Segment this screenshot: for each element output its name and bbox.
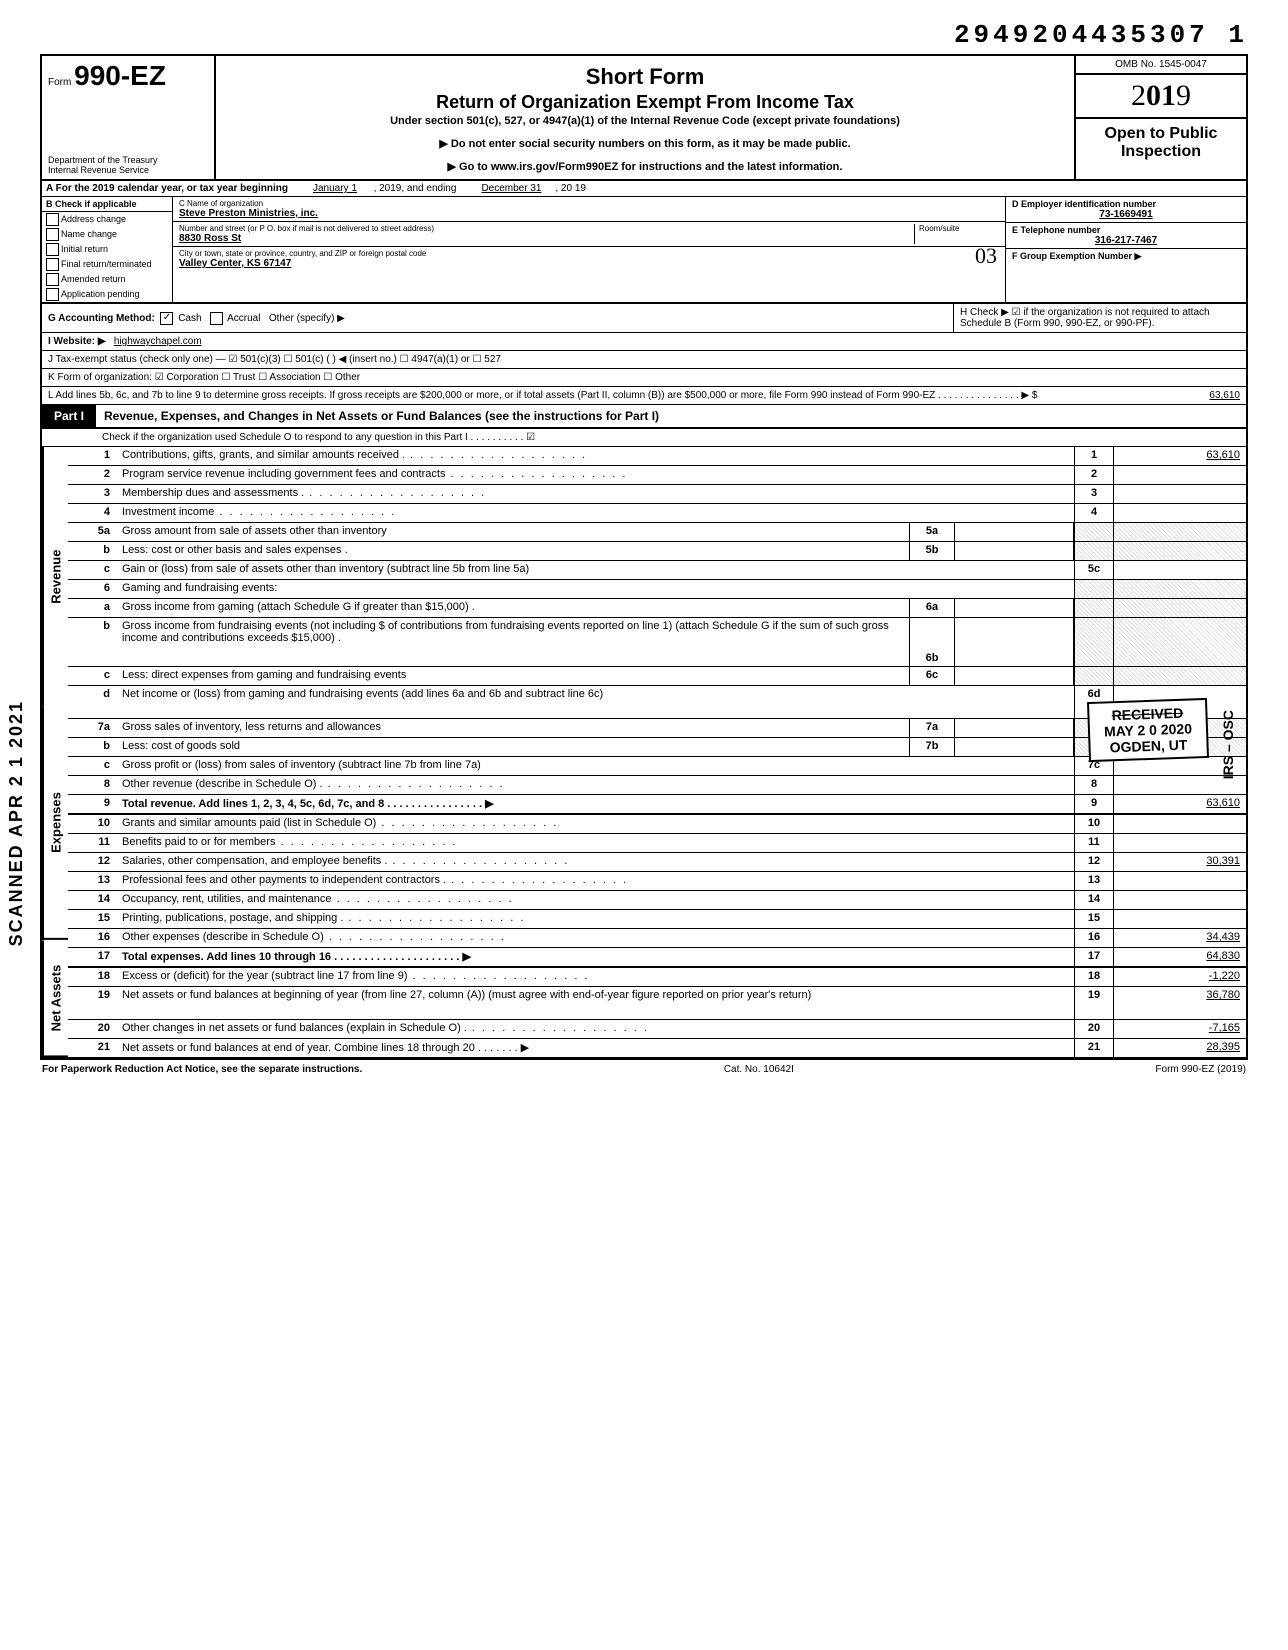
side-revenue: Revenue: [42, 447, 68, 707]
line-j: J Tax-exempt status (check only one) — ☑…: [40, 351, 1248, 369]
dln-number: 2949204435307 1: [40, 20, 1248, 50]
cb-final-return[interactable]: Final return/terminated: [42, 257, 172, 272]
received-stamp: RECEIVED MAY 2 0 2020 OGDEN, UT: [1087, 698, 1209, 762]
city-label: City or town, state or province, country…: [179, 249, 999, 258]
cb-cash[interactable]: ✓: [160, 312, 173, 325]
title-short: Short Form: [226, 64, 1064, 90]
group-exemption-label: F Group Exemption Number ▶: [1012, 251, 1240, 262]
line-l: L Add lines 5b, 6c, and 7b to line 9 to …: [40, 387, 1248, 405]
org-name-label: C Name of organization: [179, 199, 999, 208]
title-main: Return of Organization Exempt From Incom…: [226, 92, 1064, 113]
org-name: Steve Preston Ministries, inc.: [179, 208, 999, 219]
ssn-warning: Do not enter social security numbers on …: [226, 137, 1064, 150]
line-a: A For the 2019 calendar year, or tax yea…: [40, 181, 1248, 197]
part1-header: Part I Revenue, Expenses, and Changes in…: [40, 405, 1248, 429]
cb-initial-return[interactable]: Initial return: [42, 242, 172, 257]
entity-block: B Check if applicable Address change Nam…: [40, 197, 1248, 304]
dept-treasury: Department of the Treasury Internal Reve…: [48, 155, 208, 175]
part1-check: Check if the organization used Schedule …: [40, 429, 1248, 447]
side-net-assets: Net Assets: [42, 940, 68, 1057]
irs-osc-stamp: IRS – OSC: [1220, 710, 1236, 779]
cb-amended-return[interactable]: Amended return: [42, 272, 172, 287]
website-instruction: Go to www.irs.gov/Form990EZ for instruct…: [226, 160, 1064, 173]
phone: 316-217-7467: [1012, 235, 1240, 246]
street: 8830 Ross St: [179, 233, 914, 244]
ein-label: D Employer identification number: [1012, 199, 1240, 209]
street-label: Number and street (or P O. box if mail i…: [179, 224, 914, 233]
part1-table: Revenue Expenses Net Assets 1Contributio…: [40, 447, 1248, 1059]
room-label: Room/suite: [919, 224, 999, 233]
cb-application-pending[interactable]: Application pending: [42, 287, 172, 302]
footer-left: For Paperwork Reduction Act Notice, see …: [42, 1064, 362, 1075]
open-to-public: Open to Public Inspection: [1076, 119, 1246, 167]
phone-label: E Telephone number: [1012, 225, 1240, 235]
cb-address-change[interactable]: Address change: [42, 212, 172, 227]
line-h: H Check ▶ ☑ if the organization is not r…: [960, 307, 1210, 329]
city: Valley Center, KS 67147: [179, 258, 999, 269]
form-header: Form 990-EZ Department of the Treasury I…: [40, 54, 1248, 181]
line-k: K Form of organization: ☑ Corporation ☐ …: [40, 369, 1248, 387]
footer-right: Form 990-EZ (2019): [1155, 1064, 1246, 1075]
scanned-stamp: SCANNED APR 2 1 2021: [6, 700, 27, 946]
side-expenses: Expenses: [42, 707, 68, 940]
handwritten-03: 03: [975, 243, 997, 269]
form-number: Form 990-EZ: [48, 60, 208, 92]
cb-name-change[interactable]: Name change: [42, 227, 172, 242]
line-g-i: G Accounting Method: ✓ Cash Accrual Othe…: [40, 304, 1248, 333]
line-i: I Website: ▶ highwaychapel.com: [40, 333, 1248, 351]
tax-year: 2019: [1076, 75, 1246, 119]
ein: 73-1669491: [1012, 209, 1240, 220]
cb-accrual[interactable]: [210, 312, 223, 325]
col-b-header: B Check if applicable: [42, 197, 172, 212]
footer-mid: Cat. No. 10642I: [724, 1064, 794, 1075]
subtitle: Under section 501(c), 527, or 4947(a)(1)…: [226, 115, 1064, 127]
omb-number: OMB No. 1545-0047: [1076, 56, 1246, 75]
page-footer: For Paperwork Reduction Act Notice, see …: [40, 1059, 1248, 1079]
